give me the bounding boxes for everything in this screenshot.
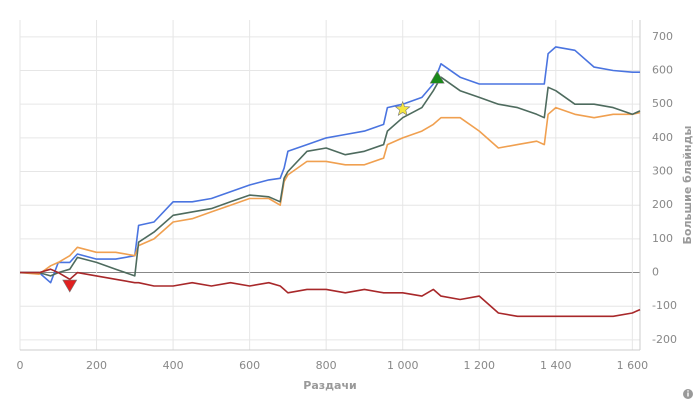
marker-triangle-up [429,70,445,84]
x-tick-label: 600 [239,359,260,372]
marker-triangle-down [62,279,78,293]
y-tick-label: 0 [652,266,659,279]
y-tick-label: 200 [652,198,673,211]
series-line [20,268,641,318]
y-tick-label: 100 [652,232,673,245]
grid [19,20,640,350]
y-tick-label: 700 [652,30,673,43]
x-tick-label: 0 [17,359,24,372]
x-axis-title: Раздачи [303,379,356,392]
y-axis-title: Большие блайнды [681,125,694,244]
x-tick-label: 200 [86,359,107,372]
y-tick-label: 300 [652,165,673,178]
y-tick-label: 600 [652,64,673,77]
marker-star [394,100,411,116]
x-tick-label: 1 200 [464,359,496,372]
x-tick-label: 1 400 [540,359,572,372]
x-tick-label: 1 600 [617,359,649,372]
y-tick-label: 400 [652,131,673,144]
x-tick-label: 800 [316,359,337,372]
y-tick-label: -200 [652,333,677,346]
series-line [20,46,640,284]
series-line [20,76,641,277]
x-tick-label: 400 [163,359,184,372]
info-icon[interactable] [683,389,693,399]
x-tick-label: 1 000 [387,359,419,372]
series-line [19,106,641,275]
y-tick-label: 500 [652,97,673,110]
y-tick-label: -100 [652,299,677,312]
